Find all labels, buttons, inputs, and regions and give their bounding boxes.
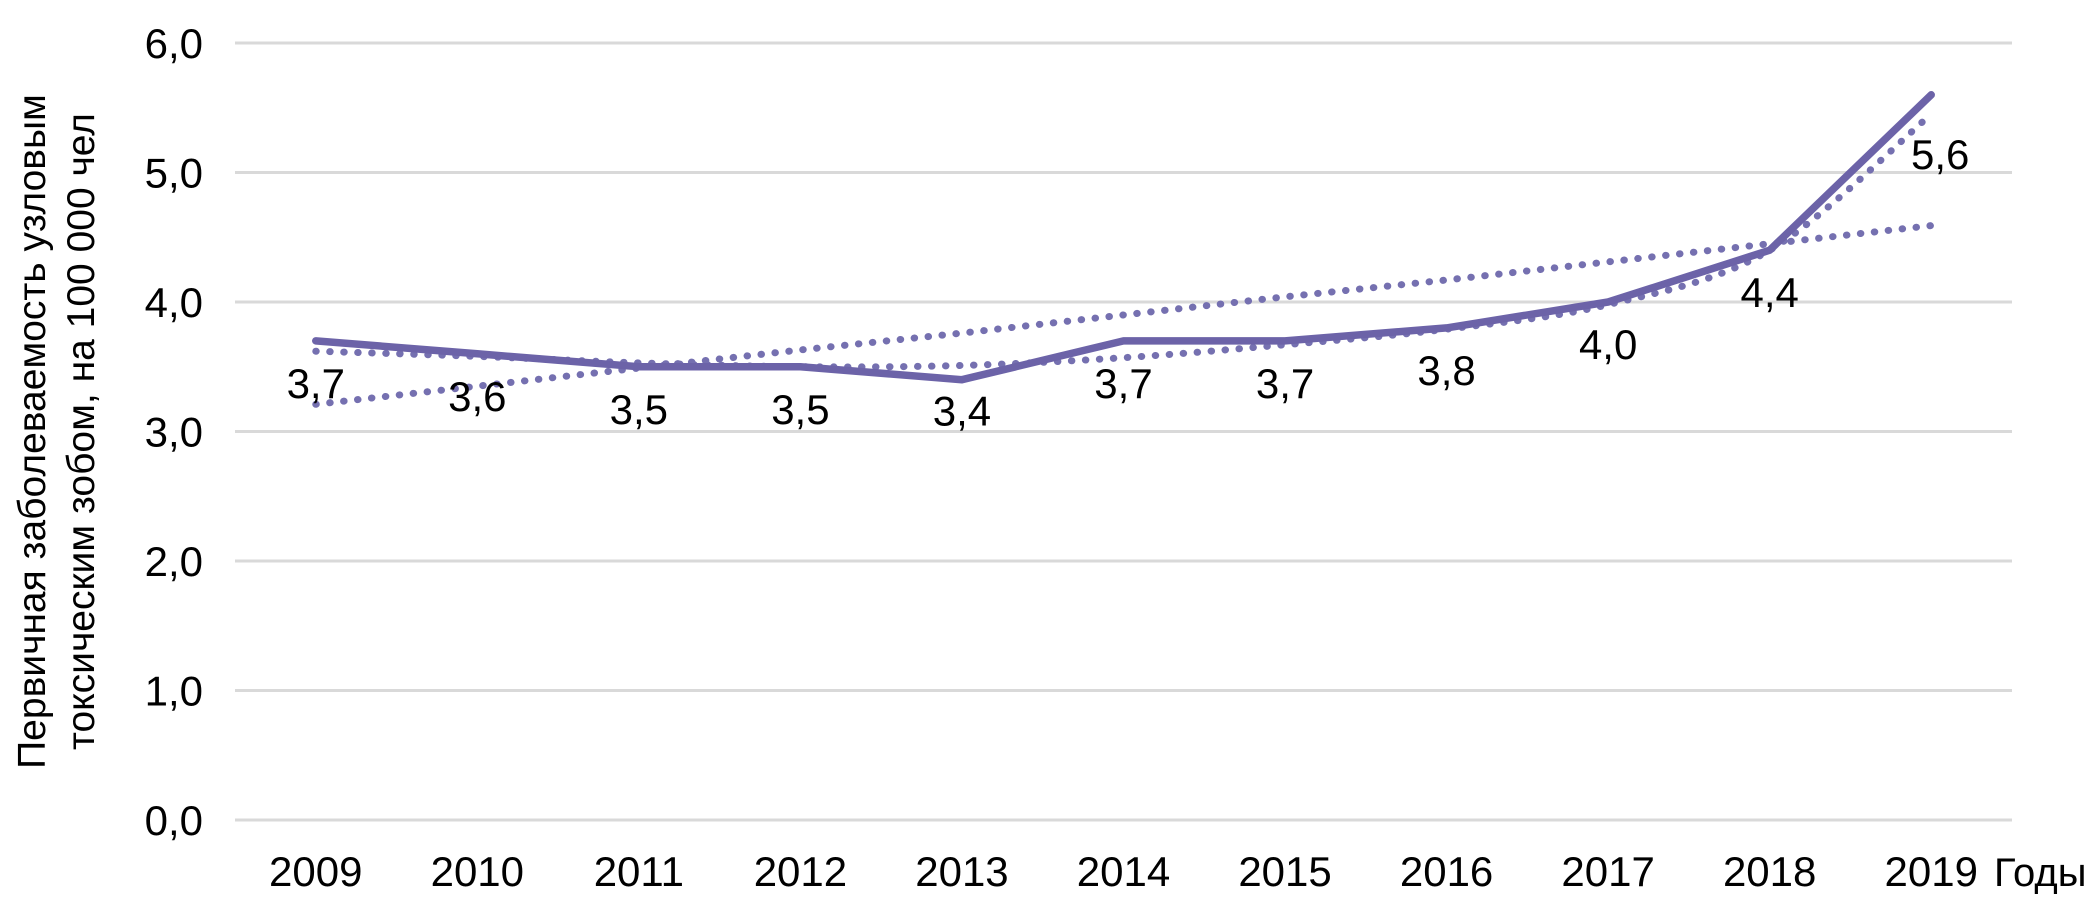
x-tick-label: 2018 [1723, 848, 1816, 895]
x-tick-label: 2015 [1238, 848, 1331, 895]
x-axis-title: Годы [1994, 851, 2086, 895]
primary-incidence-line [312, 91, 1935, 384]
linear-trendline-line [312, 222, 1935, 408]
y-tick-label: 0,0 [145, 797, 203, 844]
x-tick-label: 2019 [1885, 848, 1978, 895]
y-tick-label: 6,0 [145, 20, 203, 67]
x-tick-label: 2009 [269, 848, 362, 895]
x-tick-label: 2011 [594, 848, 684, 895]
x-tick-label: 2013 [915, 848, 1008, 895]
y-tick-label: 4,0 [145, 279, 203, 326]
data-label: 3,7 [1256, 360, 1314, 407]
data-label: 3,6 [448, 373, 506, 420]
data-label: 3,5 [771, 386, 829, 433]
data-label: 3,4 [933, 388, 991, 435]
x-tick-label: 2012 [754, 848, 847, 895]
y-tick-label: 1,0 [145, 668, 203, 715]
data-label: 3,8 [1417, 347, 1475, 394]
x-tick-label: 2016 [1400, 848, 1493, 895]
y-axis-title-line: Первичная заболеваемость узловым [11, 94, 54, 769]
x-tick-label: 2010 [431, 848, 524, 895]
y-axis-title-line: токсическим зобом, на 100 000 чел [60, 113, 103, 750]
data-label: 4,0 [1579, 321, 1637, 368]
y-tick-label: 2,0 [145, 538, 203, 585]
polynomial-trendline-line [312, 110, 1935, 371]
x-tick-label: 2017 [1561, 848, 1654, 895]
y-tick-label: 3,0 [145, 409, 203, 456]
x-tick-label: 2014 [1077, 848, 1170, 895]
y-tick-label: 5,0 [145, 150, 203, 197]
data-label: 3,7 [287, 360, 345, 407]
data-label: 3,7 [1094, 360, 1152, 407]
data-label: 3,5 [610, 386, 668, 433]
data-label: 5,6 [1911, 131, 1969, 178]
data-label: 4,4 [1740, 269, 1798, 316]
